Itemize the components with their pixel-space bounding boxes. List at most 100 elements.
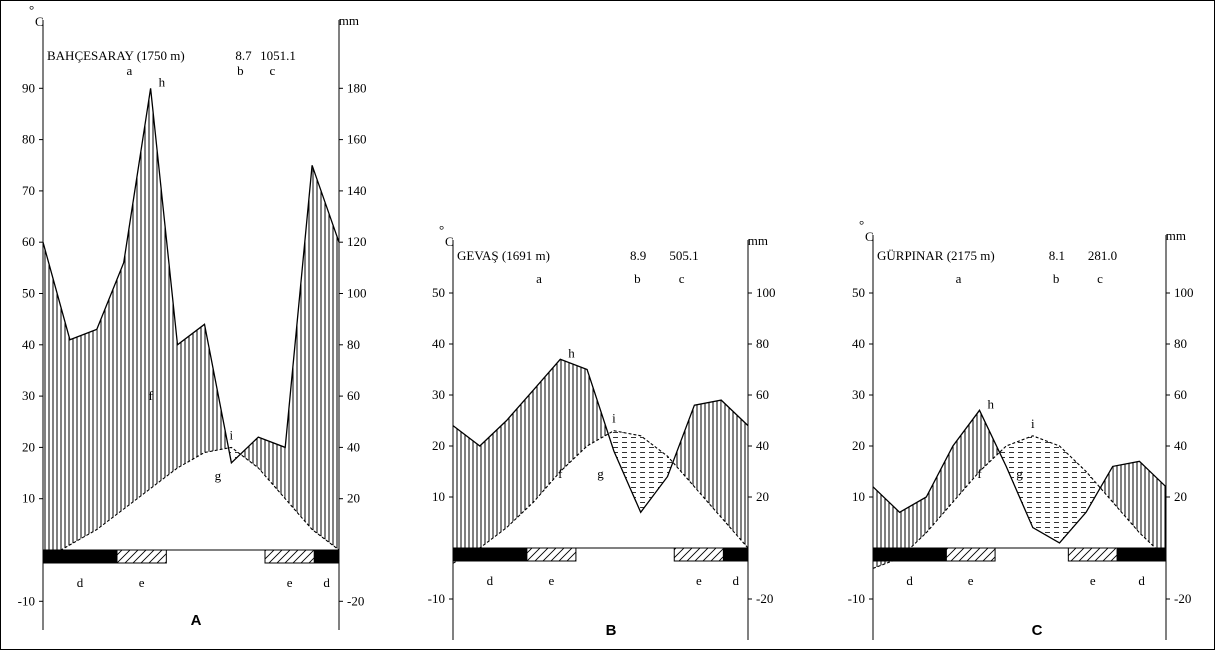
frost-bar-probable: [116, 549, 167, 564]
bar-letter-d: d: [77, 575, 84, 590]
station-name: GÜRPINAR (2175 m): [877, 248, 995, 263]
header-letter-c: c: [1097, 271, 1103, 286]
temp-tick-label: 70: [22, 183, 35, 198]
temp-tick-label: 50: [852, 285, 865, 300]
precip-tick-label: 60: [347, 388, 360, 403]
temp-unit-degree: °: [859, 217, 864, 232]
bar-letter-d: d: [323, 575, 330, 590]
temp-tick-label: 80: [22, 132, 35, 147]
precip-tick-label: 100: [347, 286, 367, 301]
arid-period-area: [1032, 435, 1060, 543]
bar-letter-e: e: [287, 575, 293, 590]
mean-temperature: 8.9: [630, 248, 646, 263]
letter-i-temp-peak: i: [612, 411, 616, 426]
humid-period-area: [453, 425, 480, 564]
humid-period-area: [285, 165, 313, 530]
precip-tick-label: 60: [1174, 387, 1187, 402]
precip-tick-label: 40: [1174, 438, 1187, 453]
humid-period-area: [899, 497, 927, 559]
precip-tick-label: 180: [347, 80, 367, 95]
precip-unit-label: mm: [339, 13, 359, 28]
letter-h-precip-peak: h: [988, 396, 995, 411]
temp-unit-label: C: [445, 234, 454, 249]
precip-tick-label: 160: [347, 132, 367, 147]
frost-bar-probable: [673, 547, 724, 562]
bar-letter-e: e: [1090, 573, 1096, 588]
arid-period-area: [613, 430, 641, 513]
temp-tick-label: 40: [852, 336, 865, 351]
temp-unit-label: C: [865, 229, 874, 244]
bar-letter-d: d: [906, 573, 913, 588]
precip-tick-label: 40: [756, 438, 769, 453]
arid-period-area: [1059, 446, 1087, 543]
precip-tick-label: 80: [756, 336, 769, 351]
frost-bar-probable: [264, 549, 315, 564]
humid-period-area: [587, 369, 609, 446]
temp-tick-label: -10: [848, 591, 865, 606]
precip-tick-label: 100: [1174, 285, 1194, 300]
precip-unit-label: mm: [1166, 228, 1186, 243]
climate-diagram-a: -10 10 20 30 40 50 60 70 80 90 -20 20 40 60 80 100 120 14…: [18, 2, 367, 630]
letter-i-temp-peak: i: [1031, 416, 1035, 431]
header-letter-a: a: [126, 63, 132, 78]
bar-letter-d: d: [1138, 573, 1145, 588]
bar-letter-d: d: [487, 573, 494, 588]
temp-tick-label: 50: [432, 285, 445, 300]
arid-period-area: [640, 435, 668, 513]
humid-period-area: [952, 410, 980, 503]
frost-bar-probable: [526, 547, 577, 562]
header-letter-c: c: [270, 63, 276, 78]
humid-period-area: [43, 242, 70, 561]
humid-period-area: [177, 324, 205, 468]
bar-letter-e: e: [968, 573, 974, 588]
temperature-curve: [42, 446, 340, 561]
bar-letter-e: e: [548, 573, 554, 588]
temp-tick-label: 90: [22, 80, 35, 95]
header-letter-a: a: [536, 271, 542, 286]
precipitation-curve: [452, 358, 749, 514]
letter-g-arid: g: [597, 466, 604, 481]
precip-tick-label: 100: [756, 285, 776, 300]
temp-tick-label: 10: [852, 489, 865, 504]
precip-tick-label: 20: [756, 489, 769, 504]
humid-period-area: [69, 329, 97, 545]
humid-period-area: [258, 437, 286, 499]
frost-bar-certain: [722, 547, 749, 562]
letter-h-precip-peak: h: [568, 345, 575, 360]
mean-temperature: 8.1: [1049, 248, 1065, 263]
temp-tick-label: 50: [22, 286, 35, 301]
precipitation-curve: [872, 409, 1167, 544]
panel-label: B: [606, 622, 617, 639]
header-letter-b: b: [634, 271, 641, 286]
temp-tick-label: 10: [22, 491, 35, 506]
humid-period-area: [150, 88, 178, 489]
temp-unit-label: C: [35, 14, 44, 29]
letter-g-arid: g: [1016, 466, 1023, 481]
precip-tick-label: 140: [347, 183, 367, 198]
humid-period-area: [560, 359, 588, 472]
header-letter-b: b: [1053, 271, 1060, 286]
precip-tick-label: 20: [347, 491, 360, 506]
precip-tick-label: -20: [756, 591, 773, 606]
letter-i-temp-peak: i: [230, 427, 234, 442]
header-letter-b: b: [237, 63, 244, 78]
precip-tick-label: 20: [1174, 489, 1187, 504]
station-name: BAHÇESARAY (1750 m): [47, 48, 185, 63]
humid-period-area: [672, 405, 695, 487]
humid-period-area: [1112, 461, 1140, 533]
frost-bar-probable: [1067, 547, 1118, 562]
annual-precipitation: 1051.1: [260, 48, 296, 63]
humid-period-area: [312, 165, 339, 551]
precipitation-curve: [42, 88, 340, 465]
temp-tick-label: -10: [428, 591, 445, 606]
precip-tick-label: 60: [756, 387, 769, 402]
temperature-curve: [872, 435, 1167, 569]
frost-bar-certain: [42, 549, 118, 564]
letter-f-humid: f: [148, 388, 153, 403]
humid-period-area: [479, 420, 507, 548]
frost-bar-probable: [945, 547, 996, 562]
precip-tick-label: -20: [347, 593, 364, 608]
